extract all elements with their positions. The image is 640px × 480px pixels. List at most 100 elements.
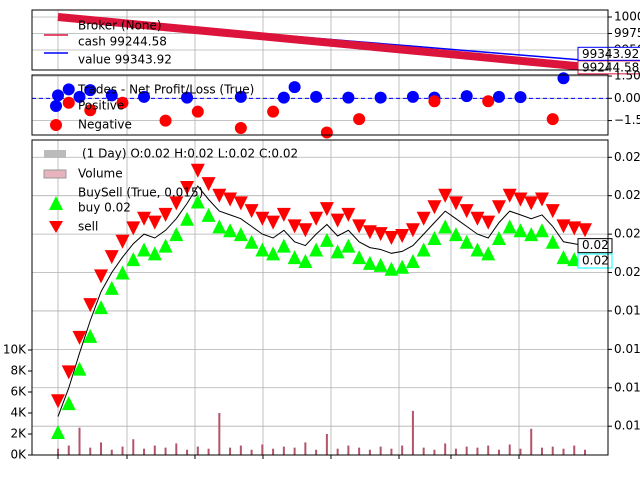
volume-bar <box>530 428 533 455</box>
buy-marker <box>147 246 162 261</box>
buy-marker <box>341 238 356 253</box>
volume-bar <box>272 448 275 455</box>
volume-bar <box>433 449 436 455</box>
buy-marker <box>180 211 195 226</box>
volume-bar <box>250 449 253 455</box>
sell-marker <box>534 192 549 207</box>
legend-swatch <box>43 169 67 179</box>
legend-entry: cash 99244.58 <box>78 35 167 49</box>
trade-marker <box>460 90 473 103</box>
legend-entry: Positive <box>78 99 124 113</box>
volume-bar <box>110 449 113 455</box>
sell-marker <box>373 227 388 242</box>
volume-bar <box>336 448 339 455</box>
buy-marker <box>545 234 560 249</box>
y-tick-label: 0.00 <box>614 91 640 105</box>
volume-bar <box>78 427 81 455</box>
sell-marker <box>169 196 184 211</box>
sell-marker <box>481 215 496 230</box>
sell-marker <box>233 196 248 211</box>
sell-marker <box>405 223 420 238</box>
trade-marker <box>234 122 247 135</box>
buy-marker <box>405 254 420 269</box>
sell-marker <box>448 196 463 211</box>
buy-marker <box>491 230 506 245</box>
trade-marker <box>105 89 118 102</box>
buy-marker <box>298 254 313 269</box>
volume-bar <box>207 448 210 455</box>
value-tag <box>577 238 613 254</box>
sell-marker <box>276 207 291 222</box>
y-tick-label: 0.018 <box>614 303 640 317</box>
sell-marker <box>330 213 345 228</box>
trade-marker <box>310 90 323 103</box>
buy-marker <box>61 396 76 411</box>
volume-bar <box>196 446 199 455</box>
legend-marker <box>50 100 62 112</box>
volume-bar <box>132 439 135 455</box>
sell-marker <box>427 200 442 215</box>
y-tick-label: 100000 <box>614 9 640 23</box>
volume-tick-label: 6K <box>10 385 27 399</box>
sell-marker <box>137 211 152 226</box>
value-tag <box>577 46 640 61</box>
sell-marker <box>556 219 571 234</box>
volume-bar <box>422 447 425 455</box>
sell-marker <box>459 204 474 219</box>
trade-marker <box>159 114 172 127</box>
sell-marker <box>180 181 195 196</box>
sell-marker <box>578 223 592 238</box>
volume-bar <box>175 443 178 455</box>
buy-marker <box>556 250 571 265</box>
sell-marker <box>104 250 119 265</box>
buy-marker <box>309 242 324 257</box>
y-tick-label: 0.012 <box>614 419 640 433</box>
legend-sell-marker <box>49 221 63 233</box>
volume-bar <box>584 449 586 455</box>
trade-marker <box>52 89 64 102</box>
buy-marker <box>362 255 377 270</box>
sell-marker <box>255 211 270 226</box>
sell-marker <box>212 188 227 203</box>
buy-marker <box>190 194 205 209</box>
buy-marker <box>244 234 259 249</box>
volume-bar <box>143 448 146 455</box>
buy-marker <box>201 207 216 222</box>
trade-marker <box>84 84 97 97</box>
buy-marker <box>384 261 399 276</box>
buy-marker <box>470 242 485 257</box>
buy-marker <box>459 234 474 249</box>
sell-marker <box>309 211 324 226</box>
legend-marker <box>50 119 62 131</box>
volume-bar <box>315 449 318 455</box>
value-tag-label: 0.02 <box>582 238 609 252</box>
value-tag-label: 99244.58 <box>582 60 639 74</box>
sell-marker <box>513 192 528 207</box>
trade-marker <box>84 104 97 117</box>
buy-marker <box>115 265 130 280</box>
volume-tick-label: 10K <box>3 343 27 357</box>
volume-bar <box>465 446 468 455</box>
value-tag-label: 99343.92 <box>582 47 639 61</box>
buy-marker <box>158 238 173 253</box>
sell-marker <box>491 200 506 215</box>
volume-bar <box>239 445 242 455</box>
sell-marker <box>158 207 173 222</box>
volume-bar <box>89 447 92 455</box>
buy-marker <box>438 219 453 234</box>
buy-marker <box>524 227 539 242</box>
volume-bar <box>67 445 70 455</box>
trade-marker <box>234 90 247 103</box>
volume-bar <box>57 448 59 455</box>
value-tag <box>577 253 613 269</box>
volume-bar <box>508 444 511 455</box>
volume-bar <box>551 446 554 455</box>
legend-buy-marker <box>49 196 63 210</box>
sell-marker <box>362 225 377 240</box>
y-tick-label: 0.024 <box>614 188 640 202</box>
trade-marker <box>342 91 355 104</box>
buy-marker <box>330 244 345 259</box>
sell-marker <box>266 215 281 230</box>
volume-bar <box>218 413 221 455</box>
